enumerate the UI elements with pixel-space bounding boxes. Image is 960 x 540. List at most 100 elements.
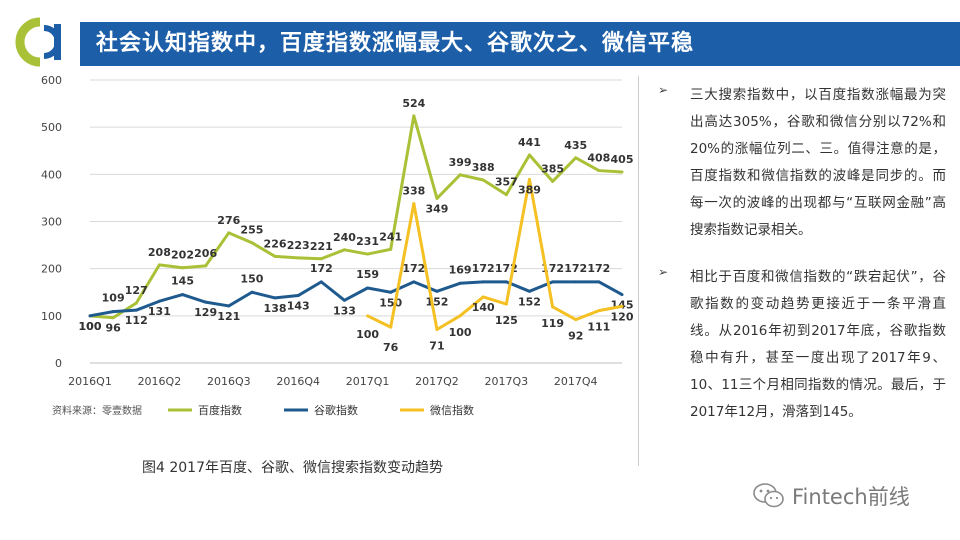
legend-label: 谷歌指数: [314, 403, 358, 417]
data-label: 138: [264, 302, 287, 315]
data-point: [551, 305, 555, 309]
data-label: 172: [564, 262, 587, 275]
data-point: [342, 298, 346, 302]
divider: [638, 76, 639, 466]
header-bar: [80, 22, 960, 66]
data-label: 121: [217, 310, 240, 323]
data-label: 119: [541, 317, 564, 330]
data-point: [342, 248, 346, 252]
data-label: 524: [402, 97, 425, 110]
data-label: 385: [541, 162, 564, 175]
data-point: [319, 257, 323, 261]
x-tick-label: 2016Q1: [68, 375, 112, 388]
data-label: 357: [495, 176, 518, 189]
x-tick-label: 2017Q2: [415, 375, 459, 388]
data-label: 127: [125, 284, 148, 297]
data-point: [458, 314, 462, 318]
data-point: [273, 254, 277, 258]
data-source: 资料来源：零壹数据: [52, 406, 142, 417]
y-tick-label: 400: [41, 168, 62, 181]
data-label: 441: [518, 136, 541, 149]
x-tick-label: 2017Q1: [346, 375, 390, 388]
data-point: [273, 296, 277, 300]
data-label: 109: [102, 292, 125, 305]
data-point: [366, 286, 370, 290]
x-tick-label: 2016Q3: [207, 375, 251, 388]
data-point: [181, 266, 185, 270]
data-label: 231: [356, 235, 379, 248]
data-point: [296, 294, 300, 298]
data-label: 125: [495, 314, 518, 327]
data-label: 241: [379, 230, 402, 243]
data-label: 206: [194, 247, 217, 260]
series-line: [89, 280, 623, 318]
data-point: [134, 301, 138, 305]
data-point: [319, 280, 323, 284]
data-point: [504, 280, 508, 284]
data-point: [111, 316, 115, 320]
data-label: 71: [429, 340, 444, 353]
data-point: [481, 280, 485, 284]
legend-label: 微信指数: [430, 403, 474, 417]
data-point: [296, 256, 300, 260]
data-label: 140: [472, 301, 495, 314]
data-point: [227, 231, 231, 235]
data-point: [412, 202, 416, 206]
data-point: [412, 280, 416, 284]
bullet-list: ➢ 三大搜索指数中，以百度指数涨幅最为突出高达305%，谷歌和微信分别以72%和…: [656, 82, 946, 446]
data-point: [250, 290, 254, 294]
data-point: [412, 114, 416, 118]
data-point: [574, 280, 578, 284]
line-chart: 0 100 200 300 400 500 600 2016Q1 2016Q2 2016Q3 201…: [41, 74, 634, 417]
data-label: 96: [105, 322, 121, 335]
data-point: [366, 252, 370, 256]
x-tick-label: 2017Q4: [554, 375, 598, 388]
bullet-item: ➢ 相比于百度和微信指数的“跌宕起伏”，谷歌指数的变动趋势更接近于一条平滑直线。…: [656, 264, 946, 426]
wechat-icon: [753, 483, 784, 508]
data-label: 129: [194, 306, 217, 319]
data-label: 405: [611, 153, 634, 166]
data-point: [551, 179, 555, 183]
data-label: 172: [472, 262, 495, 275]
data-label: 276: [217, 214, 240, 227]
figure-caption: 图4 2017年百度、谷歌、微信搜索指数变动趋势: [142, 460, 443, 476]
data-label: 133: [333, 304, 356, 317]
y-tick-label: 200: [41, 263, 62, 276]
x-tick-label: 2016Q2: [138, 375, 182, 388]
data-point: [527, 178, 531, 182]
data-point: [481, 295, 485, 299]
data-point: [157, 263, 161, 267]
data-label: 435: [564, 139, 587, 152]
data-label: 152: [518, 295, 541, 308]
data-point: [527, 153, 531, 157]
data-label: 100: [79, 320, 102, 333]
data-point: [527, 289, 531, 293]
data-point: [597, 280, 601, 284]
data-point: [111, 310, 115, 314]
data-point: [551, 280, 555, 284]
series-line: [89, 114, 623, 320]
data-label: 169: [449, 263, 472, 276]
data-label: 131: [148, 305, 171, 318]
data-label: 240: [333, 231, 356, 244]
data-point: [620, 293, 624, 297]
data-point: [204, 264, 208, 268]
data-label: 172: [587, 262, 610, 275]
data-point: [504, 302, 508, 306]
data-label: 221: [310, 240, 333, 253]
data-label: 100: [449, 326, 472, 339]
data-label: 150: [240, 272, 263, 285]
data-label: 143: [287, 300, 310, 313]
data-label: 100: [79, 320, 102, 333]
data-label: 92: [568, 330, 583, 343]
data-point: [597, 309, 601, 313]
data-label: 202: [171, 249, 194, 262]
data-label: 226: [264, 237, 287, 250]
data-label: 159: [356, 268, 379, 281]
data-point: [458, 281, 462, 285]
bullet-text: 三大搜索指数中，以百度指数涨幅最为突出高达305%，谷歌和微信分别以72%和20…: [690, 87, 946, 238]
data-point: [435, 289, 439, 293]
data-point: [181, 293, 185, 297]
data-point: [481, 178, 485, 182]
data-point: [574, 318, 578, 322]
